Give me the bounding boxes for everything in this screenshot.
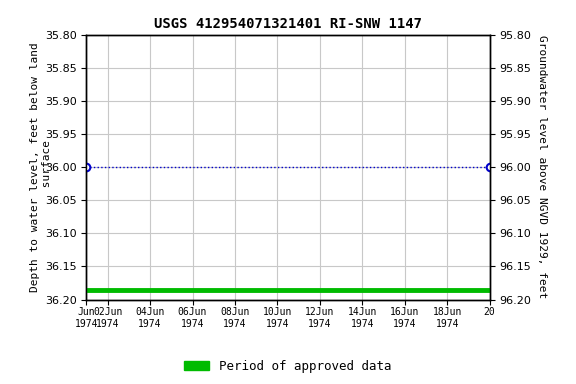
- Y-axis label: Depth to water level, feet below land
 surface: Depth to water level, feet below land su…: [30, 42, 52, 292]
- Legend: Period of approved data: Period of approved data: [179, 355, 397, 378]
- Title: USGS 412954071321401 RI-SNW 1147: USGS 412954071321401 RI-SNW 1147: [154, 17, 422, 31]
- Y-axis label: Groundwater level above NGVD 1929, feet: Groundwater level above NGVD 1929, feet: [537, 35, 547, 299]
